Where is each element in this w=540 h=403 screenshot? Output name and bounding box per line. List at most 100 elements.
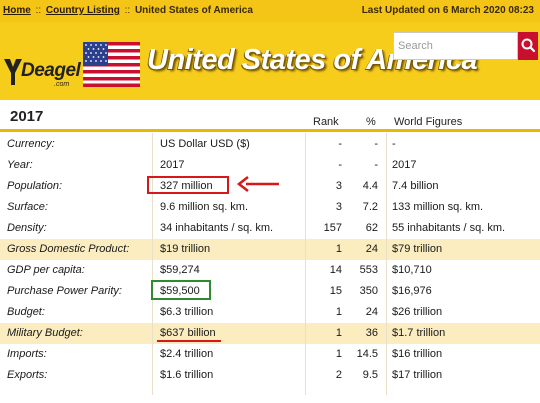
row-rank: 157 [323,222,342,234]
row-rank: 15 [329,285,342,297]
row-percent: - [374,159,378,171]
search-icon [521,38,536,53]
row-percent: 14.5 [356,348,378,360]
table-row: Density: 34 inhabitants / sq. km. 157 62 55 … [0,218,540,239]
row-value: 9.6 million sq. km. [160,201,249,213]
table-row: Surface: 9.6 million sq. km. 3 7.2 133 milli… [0,197,540,218]
row-rank: 1 [335,243,342,255]
row-world-figure: 55 inhabitants / sq. km. [392,222,506,234]
row-world-figure: - [392,138,396,150]
table-row: Exports: $1.6 trillion 2 9.5 $17 trillion [0,365,540,386]
row-rank: 2 [335,369,342,381]
row-value: 327 million [160,180,213,192]
row-world-figure: $16 trillion [392,348,443,360]
table-row: Budget: $6.3 trillion 1 24 $26 trillion [0,302,540,323]
column-divider [386,133,387,395]
table-row: Population: 327 million 3 4.4 7.4 billion [0,176,540,197]
row-rank: - [338,159,342,171]
row-label: Gross Domestic Product: [7,243,130,255]
row-value: $2.4 trillion [160,348,214,360]
row-rank: 1 [335,306,342,318]
row-label: Surface: [7,201,48,213]
top-bar: Home :: Country Listing :: United States… [0,0,540,22]
row-rank: 3 [335,201,342,213]
row-world-figure: $10,710 [392,264,432,276]
row-label: Budget: [7,306,45,318]
row-world-figure: $79 trillion [392,243,443,255]
row-percent: 553 [359,264,378,276]
row-percent: 62 [365,222,378,234]
row-world-figure: 133 million sq. km. [392,201,484,213]
column-header-percent: % [366,116,376,128]
column-divider [152,133,153,395]
red-arrow-icon [236,176,279,192]
row-value: $1.6 trillion [160,369,214,381]
table-row: Purchase Power Parity: $59,500 15 350 $16,97… [0,281,540,302]
row-world-figure: 7.4 billion [392,180,439,192]
row-value: 2017 [160,159,185,171]
column-header-rank: Rank [313,116,339,128]
search-button[interactable] [518,32,538,60]
breadcrumb: Home :: Country Listing :: United States… [3,5,253,16]
logo-mark-icon [4,59,22,85]
column-header-world-figures: World Figures [394,116,463,128]
breadcrumb-separator: :: [124,5,131,16]
row-rank: - [338,138,342,150]
site-header: Deagel .com United States of America Sea… [0,22,540,100]
row-value: $637 billion [160,327,216,339]
row-label: Population: [7,180,63,192]
last-updated-text: Last Updated on 6 March 2020 08:23 [361,5,534,16]
row-label: Currency: [7,138,55,150]
column-divider [305,133,306,395]
table-row: Military Budget: $637 billion 1 36 $1.7 tril… [0,323,540,344]
table-row: Year: 2017 - - 2017 [0,155,540,176]
population-annotation-box [147,176,229,194]
row-value: $6.3 trillion [160,306,214,318]
row-value: 34 inhabitants / sq. km. [160,222,274,234]
row-value: US Dollar USD ($) [160,138,250,150]
row-label: Year: [7,159,33,171]
us-flag-icon [83,42,140,87]
row-percent: 7.2 [362,201,378,213]
row-rank: 1 [335,327,342,339]
breadcrumb-current: United States of America [134,5,253,16]
breadcrumb-home-link[interactable]: Home [3,5,31,16]
row-world-figure: $26 trillion [392,306,443,318]
row-rank: 1 [335,348,342,360]
row-label: Exports: [7,369,48,381]
row-world-figure: 2017 [392,159,417,171]
table-row: Currency: US Dollar USD ($) - - - [0,134,540,155]
search-input[interactable]: Search [393,32,518,60]
row-world-figure: $16,976 [392,285,432,297]
row-percent: 24 [365,306,378,318]
breadcrumb-country-listing-link[interactable]: Country Listing [45,5,120,16]
row-rank: 14 [329,264,342,276]
table-row: Imports: $2.4 trillion 1 14.5 $16 trillion [0,344,540,365]
row-rank: 3 [335,180,342,192]
logo-suffix: .com [54,81,70,88]
row-value: $19 trillion [160,243,211,255]
row-percent: 9.5 [362,369,378,381]
row-percent: 36 [365,327,378,339]
ppp-annotation-box [151,280,211,300]
row-label: GDP per capita: [7,264,85,276]
row-label: Purchase Power Parity: [7,285,122,297]
year-heading: 2017 [10,108,44,125]
row-percent: 4.4 [362,180,378,192]
row-percent: 350 [359,285,378,297]
row-label: Military Budget: [7,327,83,339]
row-percent: 24 [365,243,378,255]
military-budget-underline [157,340,221,342]
logo-name: Deagel [21,60,81,81]
row-percent: - [374,138,378,150]
row-value: $59,274 [160,264,200,276]
row-world-figure: $17 trillion [392,369,443,381]
breadcrumb-separator: :: [35,5,42,16]
table-row: GDP per capita: $59,274 14 553 $10,710 [0,260,540,281]
row-label: Imports: [7,348,47,360]
row-value: $59,500 [160,285,200,297]
row-world-figure: $1.7 trillion [392,327,446,339]
row-label: Density: [7,222,47,234]
deagel-logo[interactable]: Deagel .com [4,56,81,90]
table-row: Gross Domestic Product: $19 trillion 1 24 $7… [0,239,540,260]
